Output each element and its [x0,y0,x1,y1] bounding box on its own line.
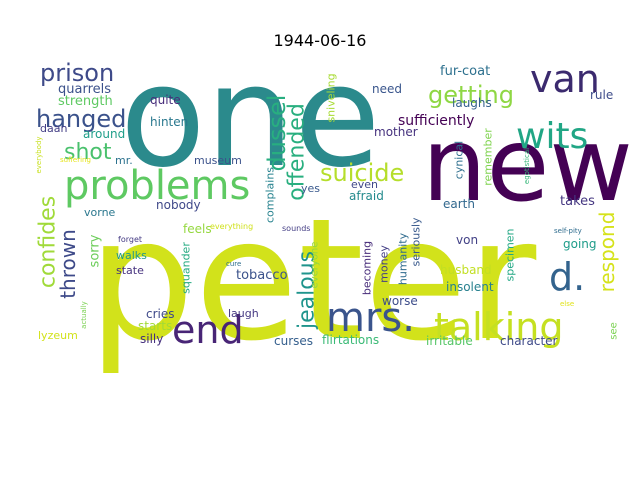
word-cynical: cynical [453,141,466,179]
word-laugh: laugh [228,307,259,320]
word-thrown: thrown [56,229,80,299]
word-peter: peter [88,182,537,378]
word-forget: forget [118,235,142,244]
word-vorne: vorne [84,206,116,219]
word-fur-coat: fur-coat [440,64,490,79]
word-confides: confides [36,196,61,288]
word-need: need [372,82,402,96]
word-money: money [378,245,391,283]
word-lyzeum: lyzeum [38,329,78,342]
word-irritable: irritable [426,334,473,348]
word-self-pity: self-pity [554,227,582,235]
word-sounds: sounds [282,224,310,233]
word-everything: everything [210,222,253,231]
word-respond: respond [595,212,619,293]
word-mrs: mrs. [326,295,415,341]
word-flirtations: flirtations [322,333,379,347]
word-worse: worse [382,294,418,308]
word-takes: takes [560,194,595,209]
word-nobody: nobody [156,198,201,212]
word-starts: starts [138,319,172,333]
word-character: character [500,334,558,348]
word-going: going [563,237,597,251]
word-dussel: dussel [263,95,291,172]
word-cure: cure [226,260,241,268]
word-silly: silly [140,332,163,346]
word-end: end [172,308,244,352]
word-actually: actually [80,301,88,329]
word-curses: curses [274,334,313,348]
word-sorry: sorry [88,234,103,267]
word-else: else [560,300,574,308]
word-afraid: afraid [349,189,384,203]
word-mother: mother [374,125,418,139]
word-hinten: hinten [150,115,188,129]
word-tobacco: tobacco [236,268,288,283]
word-van: van [530,57,600,101]
word-museum: museum [194,154,242,167]
word-sniveling: sniveling [325,73,338,122]
word-becoming: becoming [361,241,374,295]
word-talking: talking [434,305,564,349]
word-d: d. [549,255,585,299]
word-offended: offended [285,103,310,201]
word-strength: strength [58,94,113,109]
word-suffering: suffering [60,156,91,164]
word-earth: earth [443,197,475,211]
word-squander: squander [180,242,193,294]
word-quarrels: quarrels [58,82,111,97]
word-specimen: specimen [504,228,517,281]
word-hanged: hanged [36,105,126,133]
word-remember: remember [482,128,495,186]
word-seriously: seriously [410,217,423,267]
word-rule: rule [590,88,613,102]
word-mr: mr. [115,154,133,167]
word-quite: quite [150,93,181,107]
chart-title: 1944-06-16 [273,31,367,50]
word-around: around [83,127,125,141]
word-complains: complains [264,167,277,223]
word-yes: yes [301,182,320,195]
word-everyone: everyone [310,242,321,289]
word-wits: wits [516,116,588,157]
word-laughs: laughs [452,96,492,110]
word-walks: walks [116,249,147,262]
word-suicide: suicide [320,159,404,187]
word-shot: shot [64,140,112,165]
word-humanity: humanity [397,232,410,285]
word-husband: husband [440,263,492,277]
word-sufficiently: sufficiently [398,113,474,129]
word-cries: cries [146,307,175,321]
word-see: see [609,322,620,340]
word-jealous: jealous [295,251,320,330]
word-daan: daan [40,122,67,135]
word-von: von [456,233,478,247]
word-new: new [422,106,633,225]
word-insolent: insolent [446,280,494,294]
word-even: even [351,178,378,191]
word-everybody: everybody [35,136,43,173]
word-getting: getting [428,81,514,109]
word-one: one [120,36,381,199]
word-problems: problems [64,163,250,209]
word-feels: feels [183,222,212,236]
word-egotistical: egotistical [523,148,531,184]
word-state: state [116,264,144,277]
word-prison: prison [40,59,114,87]
